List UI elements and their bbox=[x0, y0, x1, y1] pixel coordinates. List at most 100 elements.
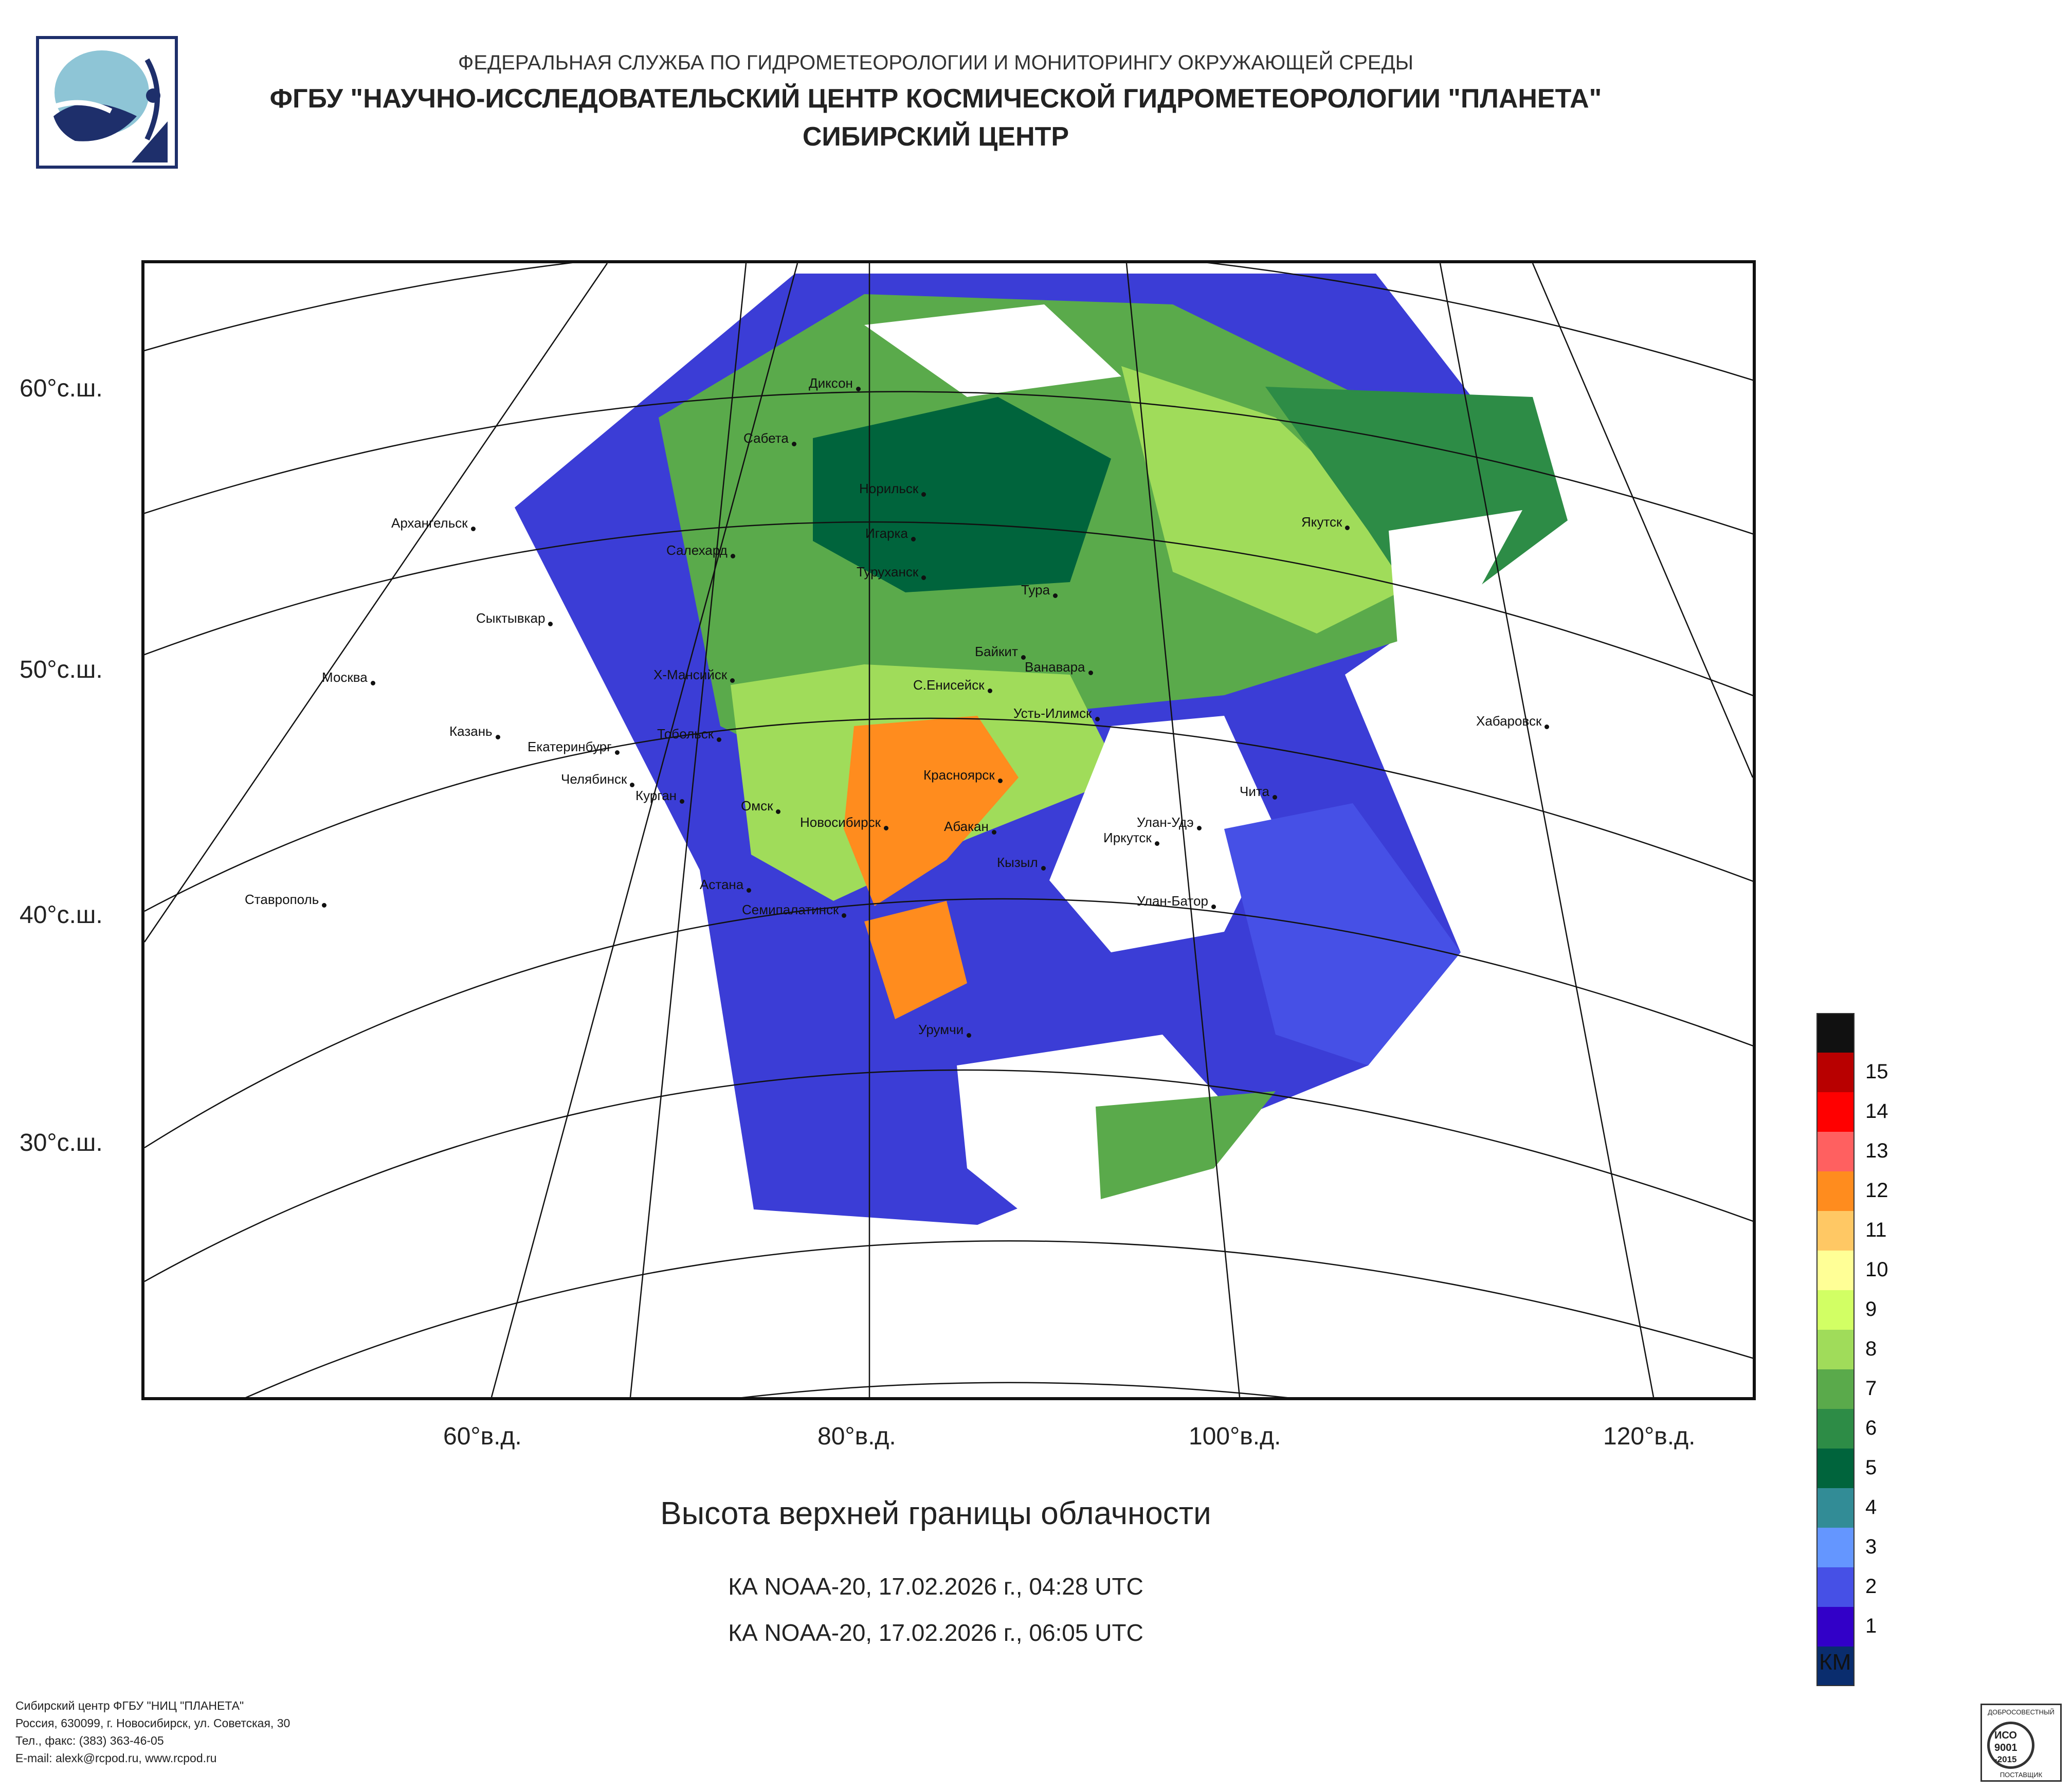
city-dot bbox=[856, 387, 861, 391]
city-label: Астана bbox=[700, 877, 744, 892]
city-label: Сыктывкар bbox=[476, 610, 546, 626]
legend-swatch bbox=[1816, 1369, 1855, 1409]
city-dot bbox=[1273, 795, 1277, 800]
city-label: Якутск bbox=[1301, 514, 1342, 530]
pass-line-1: КА NOAA-20, 17.02.2026 г., 04:28 UTC bbox=[728, 1573, 1143, 1600]
city-label: Екатеринбург bbox=[528, 739, 612, 754]
city-dot bbox=[548, 622, 553, 626]
legend-swatch bbox=[1816, 1528, 1855, 1567]
city-label: Х-Мансийск bbox=[653, 667, 728, 682]
city-dot bbox=[615, 750, 620, 755]
city-label: Байкит bbox=[975, 644, 1018, 659]
lat-label-40: 40°с.ш. bbox=[20, 901, 103, 929]
city-label: Усть-Илимск bbox=[1013, 705, 1092, 721]
iso-badge-bottom: ПОСТАВЩИК bbox=[2000, 1771, 2043, 1779]
iso-ring bbox=[1987, 1722, 2034, 1769]
city-dot bbox=[884, 826, 888, 830]
city-label: Туруханск bbox=[857, 564, 919, 580]
city-label: Ванавара bbox=[1025, 659, 1085, 675]
city-label: Курган bbox=[635, 788, 677, 803]
city-dot bbox=[731, 554, 735, 558]
legend-label: 1 bbox=[1865, 1614, 1877, 1637]
city-dot bbox=[776, 809, 780, 814]
iso-badge-std2: 9001 bbox=[1994, 1742, 2018, 1753]
city-dot bbox=[496, 735, 500, 739]
city-label: Абакан bbox=[944, 819, 989, 834]
city-label: Архангельск bbox=[391, 515, 468, 531]
footer-org: Сибирский центр ФГБУ "НИЦ "ПЛАНЕТА" bbox=[15, 1699, 244, 1712]
city-label: Иркутск bbox=[1103, 830, 1152, 845]
legend-label: 13 bbox=[1865, 1139, 1888, 1162]
city-label: Новосибирск bbox=[800, 815, 881, 830]
lat-label-30: 30°с.ш. bbox=[20, 1129, 103, 1156]
legend-swatch bbox=[1816, 1211, 1855, 1251]
legend-swatch bbox=[1816, 1647, 1855, 1686]
legend-swatch bbox=[1816, 1449, 1855, 1488]
legend-swatch bbox=[1816, 1290, 1855, 1330]
header-center: СИБИРСКИЙ ЦЕНТР bbox=[802, 122, 1069, 152]
planeta-logo bbox=[36, 36, 178, 169]
city-dot bbox=[730, 678, 735, 683]
city-dot bbox=[1053, 593, 1058, 598]
legend-swatch bbox=[1816, 1171, 1855, 1211]
city-dot bbox=[1041, 866, 1046, 871]
iso-badge-std1: ИСО bbox=[1994, 1730, 2017, 1741]
city-dot bbox=[988, 689, 992, 693]
city-label: Красноярск bbox=[923, 767, 995, 783]
legend-label: 11 bbox=[1865, 1218, 1887, 1241]
city-label: Хабаровск bbox=[1476, 713, 1542, 729]
footer-address: Россия, 630099, г. Новосибирск, ул. Сове… bbox=[15, 1716, 290, 1730]
city-dot bbox=[967, 1033, 971, 1038]
city-label: Урумчи bbox=[918, 1022, 964, 1037]
height-legend: 15 14 13 12 11 10 9 8 7 6 5 4 3 2 1 bbox=[1816, 1013, 1888, 1686]
city-dot bbox=[680, 799, 684, 804]
legend-label: 15 bbox=[1865, 1060, 1888, 1083]
city-dot bbox=[1544, 725, 1549, 729]
city-dot bbox=[717, 737, 721, 742]
city-dot bbox=[992, 830, 996, 835]
city-label: Омск bbox=[741, 798, 773, 813]
legend-swatch bbox=[1816, 1488, 1855, 1528]
legend-swatch bbox=[1816, 1251, 1855, 1290]
satellite-swath bbox=[515, 274, 1568, 1225]
legend-swatch bbox=[1816, 1607, 1855, 1647]
header-agency: ФЕДЕРАЛЬНАЯ СЛУЖБА ПО ГИДРОМЕТЕОРОЛОГИИ … bbox=[458, 51, 1414, 74]
city-dot bbox=[792, 442, 796, 446]
legend-swatch bbox=[1816, 1567, 1855, 1607]
legend-swatch bbox=[1816, 1132, 1855, 1171]
city-label: Чита bbox=[1240, 784, 1269, 799]
legend-unit: КМ bbox=[1819, 1650, 1851, 1675]
footer-phone: Тел., факс: (383) 363-46-05 bbox=[15, 1734, 164, 1747]
legend-label: 9 bbox=[1865, 1297, 1877, 1320]
lon-label-120: 120°в.д. bbox=[1603, 1423, 1696, 1450]
lat-label-50: 50°с.ш. bbox=[20, 656, 103, 683]
map-title: Высота верхней границы облачности bbox=[660, 1496, 1211, 1531]
city-label: Улан-Удэ bbox=[1137, 815, 1194, 830]
city-label: Челябинск bbox=[561, 771, 627, 787]
city-dot bbox=[911, 537, 916, 541]
city-dot bbox=[921, 575, 926, 580]
city-dot bbox=[630, 783, 634, 787]
city-dot bbox=[921, 492, 926, 497]
city-dot bbox=[1345, 526, 1350, 530]
city-dot bbox=[1155, 841, 1159, 846]
iso-badge-std3: -2015 bbox=[1994, 1754, 2017, 1764]
city-dot bbox=[1021, 655, 1026, 660]
city-label: Диксон bbox=[809, 375, 853, 391]
legend-label: 2 bbox=[1865, 1575, 1877, 1598]
lat-label-60: 60°с.ш. bbox=[20, 375, 103, 402]
graticule bbox=[144, 263, 1753, 1397]
iso-badge-top: ДОБРОСОВЕСТНЫЙ bbox=[1988, 1708, 2055, 1716]
city-dot bbox=[471, 527, 476, 531]
city-dot bbox=[1095, 717, 1100, 721]
legend-swatch bbox=[1816, 1330, 1855, 1369]
city-label: Тобольск bbox=[657, 726, 714, 741]
city-label: Салехард bbox=[666, 542, 728, 558]
city-label: Кызыл bbox=[997, 855, 1038, 870]
header-institute: ФГБУ "НАУЧНО-ИССЛЕДОВАТЕЛЬСКИЙ ЦЕНТР КОС… bbox=[269, 84, 1602, 114]
city-dot bbox=[322, 903, 326, 908]
city-dot bbox=[747, 888, 751, 893]
legend-label: 3 bbox=[1865, 1535, 1877, 1558]
legend-label: 8 bbox=[1865, 1337, 1877, 1360]
legend-swatch bbox=[1816, 1409, 1855, 1449]
